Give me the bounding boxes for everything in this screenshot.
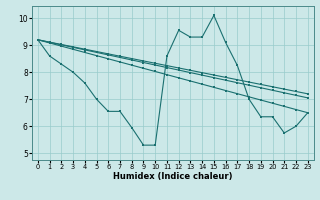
X-axis label: Humidex (Indice chaleur): Humidex (Indice chaleur) [113,172,233,181]
